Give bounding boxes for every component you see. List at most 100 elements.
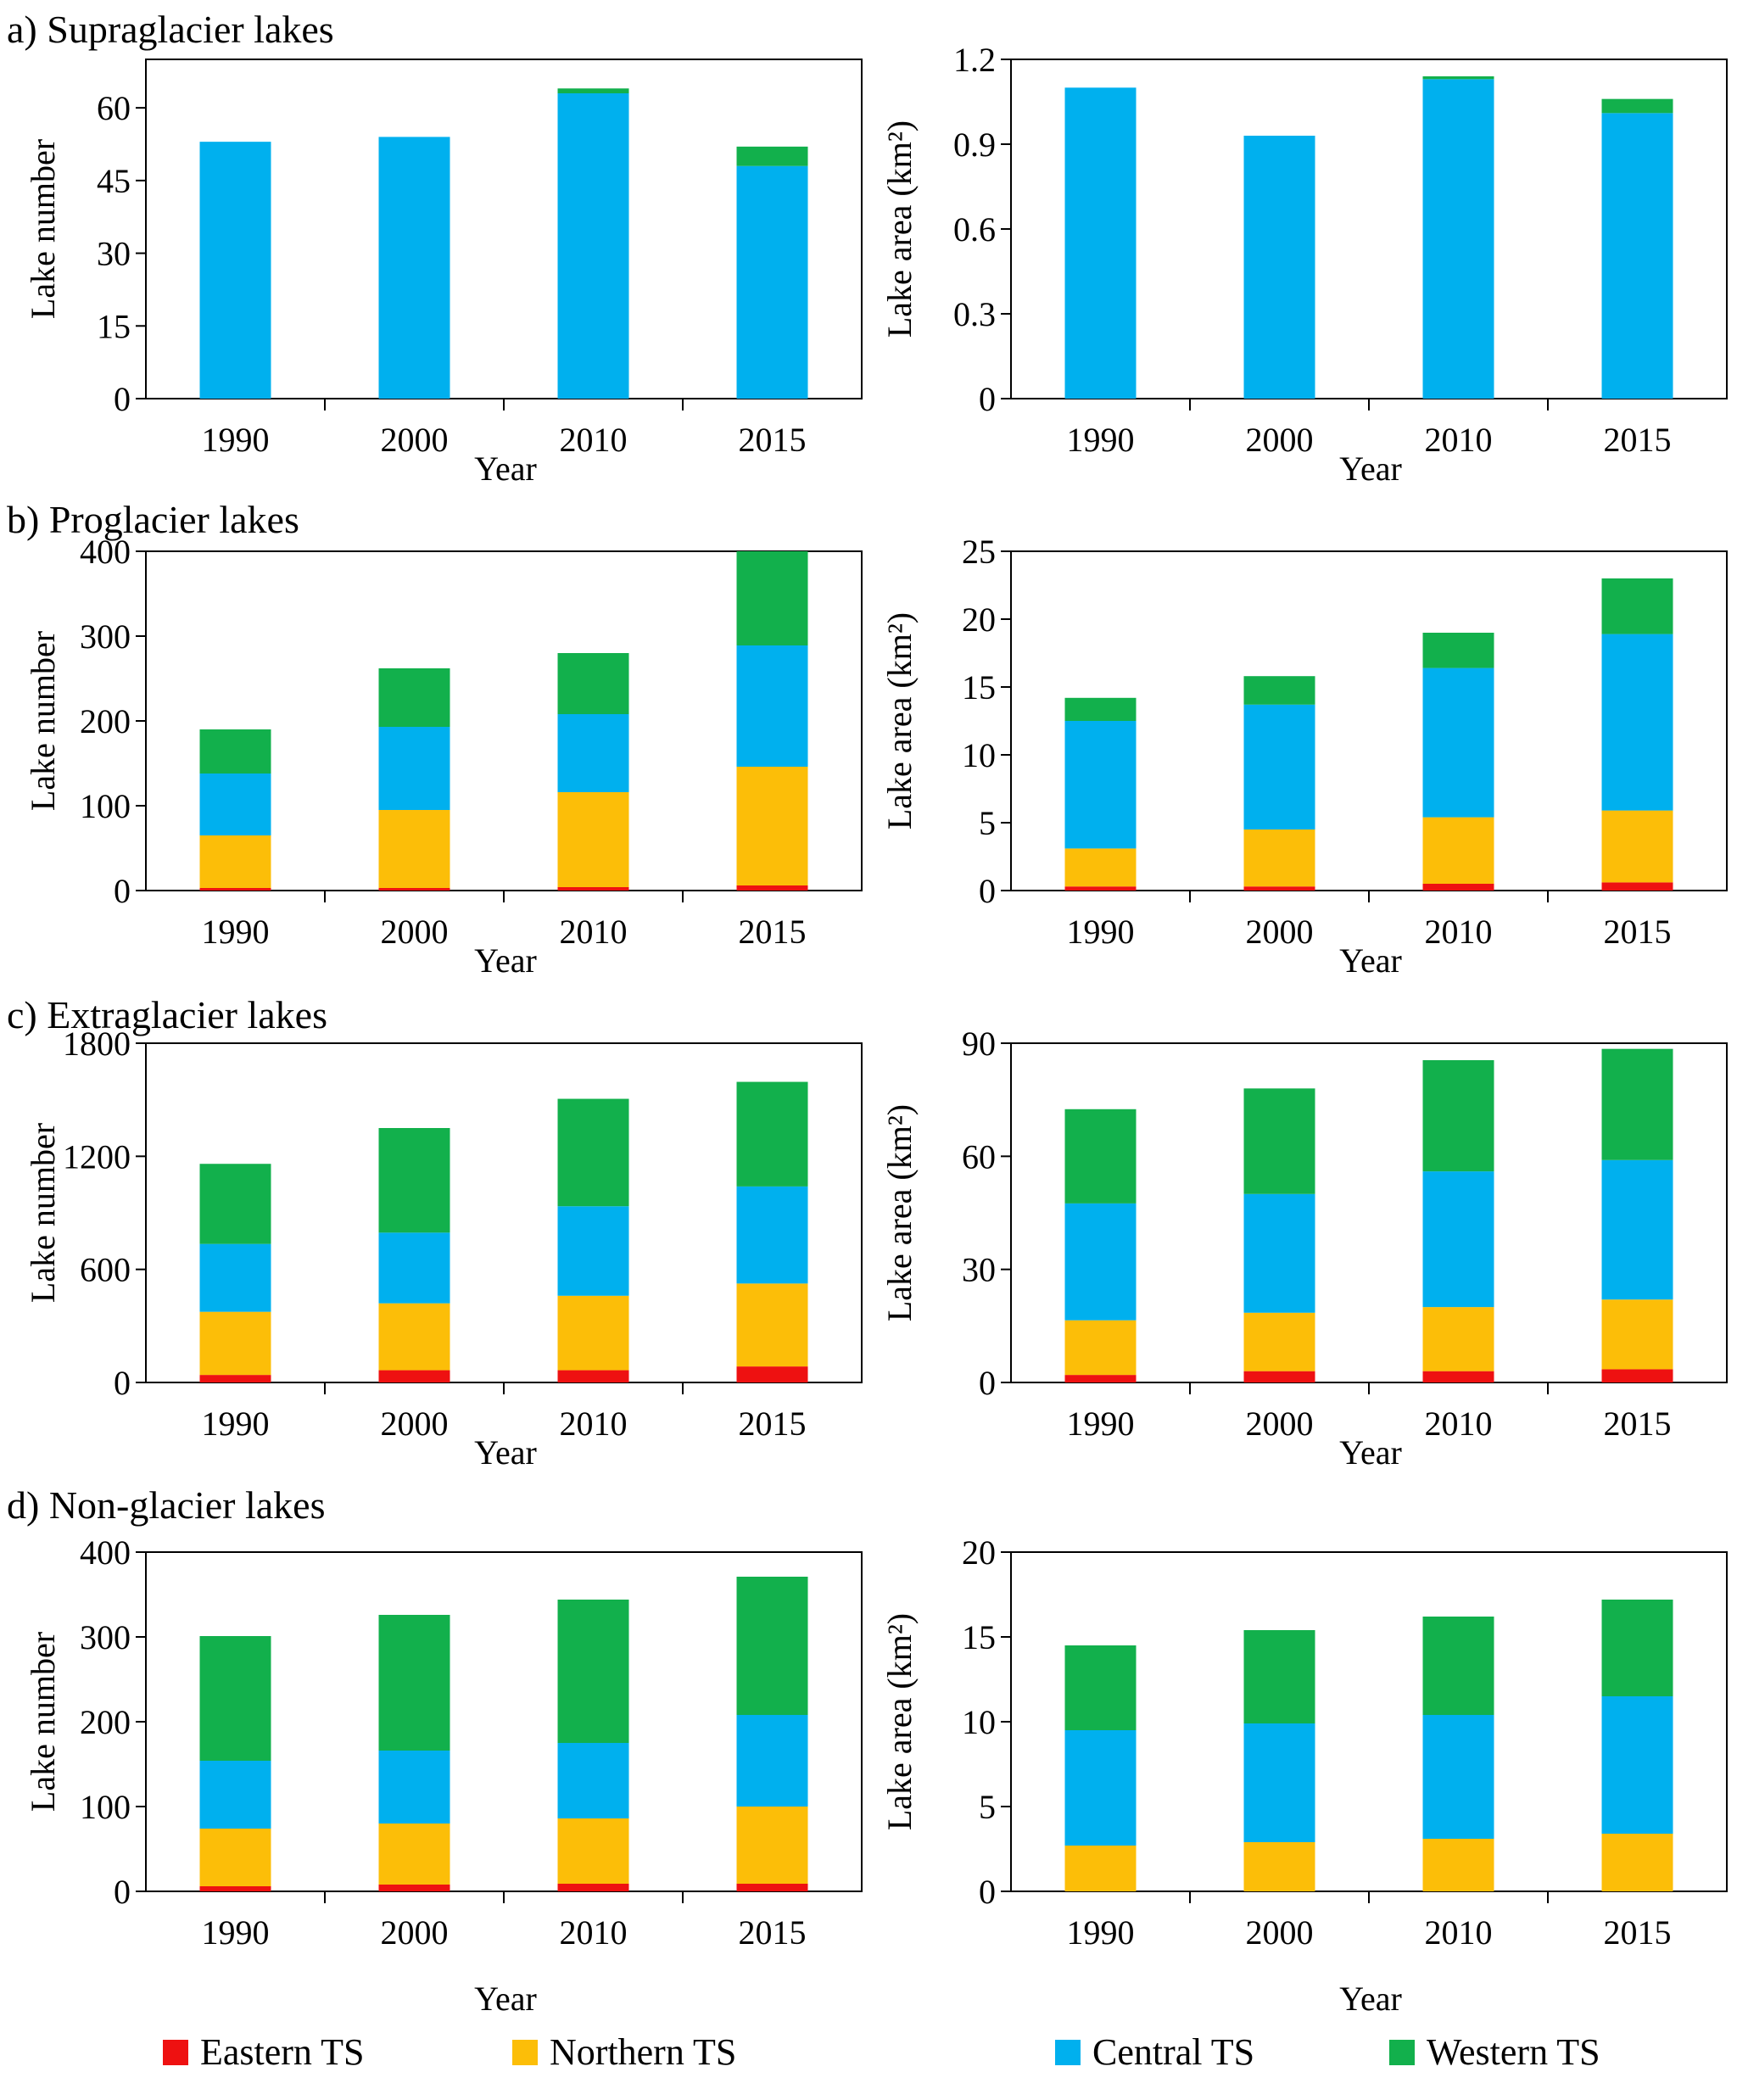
chart-8: 0 5 10 15 20 1990 2000 2010 2015 Year Lake area (k… xyxy=(880,1533,1728,2018)
x-tick-label: 1990 xyxy=(202,421,270,459)
panel-label-d: d) Non-glacier lakes xyxy=(7,1483,326,1527)
y-tick-label: 0.9 xyxy=(953,126,996,164)
bar-eastern-2015 xyxy=(1601,882,1673,891)
bar-western-2010 xyxy=(1422,633,1494,668)
bar-eastern-2000 xyxy=(378,1370,450,1382)
x-tick-label: 2000 xyxy=(381,913,449,951)
legend-label-northern: Northern TS xyxy=(550,2031,737,2073)
bar-northern-2000 xyxy=(378,1303,450,1371)
bar-western-1990 xyxy=(199,1636,271,1761)
bar-northern-2015 xyxy=(736,1283,808,1367)
x-tick-label: 2015 xyxy=(1604,913,1672,951)
y-tick-label: 0 xyxy=(979,380,996,418)
y-tick-label: 30 xyxy=(97,235,131,273)
bar-western-2015 xyxy=(1601,98,1673,114)
bar-central-1990 xyxy=(199,1243,271,1312)
bar-northern-2015 xyxy=(736,1807,808,1884)
y-tick-label: 1200 xyxy=(63,1137,131,1176)
bar-eastern-2010 xyxy=(557,1370,629,1382)
bar-northern-2010 xyxy=(1422,1839,1494,1891)
bar-western-2000 xyxy=(378,1615,450,1751)
bar-western-1990 xyxy=(1064,1645,1137,1730)
x-axis-title: Year xyxy=(474,941,537,980)
bar-western-2000 xyxy=(1243,1630,1315,1723)
x-tick-label: 2000 xyxy=(1246,1405,1314,1443)
bar-central-2000 xyxy=(378,1751,450,1824)
bar-central-2015 xyxy=(1601,1159,1673,1300)
chart-2: 0 0.3 0.6 0.9 1.2 1990 2000 2010 2015 Year Lake ar… xyxy=(880,41,1728,488)
bar-central-2010 xyxy=(557,1206,629,1296)
bar-western-2000 xyxy=(378,668,450,727)
bar-central-2000 xyxy=(1243,1723,1315,1842)
y-tick-label: 0 xyxy=(114,872,131,910)
bar-western-2010 xyxy=(557,653,629,714)
legend-label-western: Western TS xyxy=(1427,2031,1600,2073)
x-tick-label: 2010 xyxy=(1425,1913,1493,1952)
legend-item-northern: Northern TS xyxy=(512,2030,736,2074)
bar-western-2000 xyxy=(1243,676,1315,705)
y-tick-label: 60 xyxy=(97,89,131,127)
bar-western-2015 xyxy=(1601,1600,1673,1696)
y-tick-label: 100 xyxy=(80,1788,131,1826)
y-axis-title: Lake area (km²) xyxy=(880,1613,919,1830)
bar-western-2010 xyxy=(1422,76,1494,80)
x-tick-label: 2015 xyxy=(739,1913,807,1952)
x-tick-label: 2000 xyxy=(381,1913,449,1952)
bar-eastern-2010 xyxy=(557,887,629,891)
bar-central-1990 xyxy=(199,1761,271,1829)
bar-eastern-1990 xyxy=(199,1886,271,1891)
bar-northern-2015 xyxy=(736,767,808,885)
bar-central-2015 xyxy=(736,1715,808,1807)
y-tick-label: 200 xyxy=(80,702,131,740)
legend-item-western: Western TS xyxy=(1389,2030,1600,2074)
y-tick-label: 0 xyxy=(114,1364,131,1402)
bar-central-2015 xyxy=(1601,1696,1673,1834)
bar-central-2010 xyxy=(557,93,629,399)
x-axis-title: Year xyxy=(474,1980,537,2018)
bar-eastern-2010 xyxy=(1422,884,1494,891)
bar-northern-1990 xyxy=(1064,1320,1137,1376)
bar-northern-1990 xyxy=(199,835,271,888)
bar-central-1990 xyxy=(199,142,271,399)
y-tick-label: 5 xyxy=(979,804,996,842)
bar-western-1990 xyxy=(1064,1109,1137,1204)
bar-northern-2000 xyxy=(378,810,450,888)
bar-eastern-2010 xyxy=(1422,1371,1494,1382)
y-tick-label: 400 xyxy=(80,533,131,571)
y-tick-label: 600 xyxy=(80,1251,131,1289)
y-axis-title: Lake number xyxy=(24,631,62,811)
panel-label-b: b) Proglacier lakes xyxy=(7,498,299,541)
x-tick-label: 2000 xyxy=(1246,1913,1314,1952)
y-tick-label: 15 xyxy=(962,1618,996,1656)
x-tick-label: 2000 xyxy=(1246,913,1314,951)
legend-swatch-northern xyxy=(512,2039,538,2065)
x-axis-title: Year xyxy=(474,450,537,488)
bar-central-1990 xyxy=(1064,87,1137,399)
y-tick-label: 90 xyxy=(962,1025,996,1063)
bar-central-2015 xyxy=(736,1186,808,1284)
y-tick-label: 20 xyxy=(962,1533,996,1572)
x-tick-label: 1990 xyxy=(1067,1405,1135,1443)
bar-central-2010 xyxy=(1422,1715,1494,1839)
bar-central-2015 xyxy=(1601,634,1673,811)
bar-eastern-2000 xyxy=(1243,886,1315,891)
bar-western-2010 xyxy=(557,1098,629,1207)
x-tick-label: 2000 xyxy=(381,421,449,459)
bar-western-2010 xyxy=(1422,1617,1494,1715)
bar-western-2015 xyxy=(1601,1048,1673,1160)
chart-1: 0 15 30 45 60 1990 2000 2010 2015 Year Lake number xyxy=(24,59,863,488)
y-tick-label: 300 xyxy=(80,617,131,656)
y-tick-label: 100 xyxy=(80,787,131,825)
legend-item-central: Central TS xyxy=(1055,2030,1254,2074)
bar-northern-2000 xyxy=(1243,1842,1315,1891)
bar-eastern-1990 xyxy=(1064,886,1137,891)
y-tick-label: 0 xyxy=(979,872,996,910)
x-tick-label: 2015 xyxy=(739,913,807,951)
x-tick-label: 2010 xyxy=(560,1913,628,1952)
bar-northern-1990 xyxy=(1064,1846,1137,1891)
y-tick-label: 25 xyxy=(962,533,996,571)
bar-eastern-2015 xyxy=(736,1884,808,1891)
bar-northern-2000 xyxy=(378,1824,450,1885)
y-axis-title: Lake area (km²) xyxy=(880,612,919,829)
